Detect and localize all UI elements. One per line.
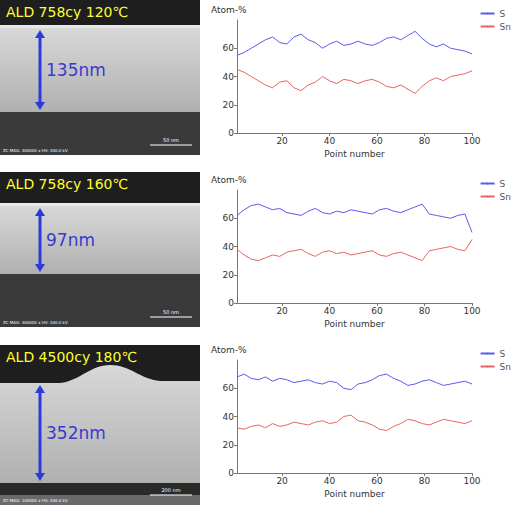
svg-text:ZC MAG: 300000 x HV: 300.0 kV: ZC MAG: 300000 x HV: 300.0 kV: [3, 320, 68, 325]
svg-text:80: 80: [419, 136, 431, 146]
svg-text:40: 40: [223, 72, 235, 82]
svg-text:ALD 758cy 120℃: ALD 758cy 120℃: [6, 4, 128, 20]
svg-text:100: 100: [463, 306, 480, 316]
svg-text:20: 20: [276, 476, 288, 486]
svg-text:135nm: 135nm: [46, 60, 106, 80]
svg-text:100: 100: [463, 476, 480, 486]
svg-text:50 nm: 50 nm: [163, 137, 179, 143]
svg-text:Sn: Sn: [500, 22, 511, 32]
svg-text:50 nm: 50 nm: [163, 309, 179, 315]
svg-text:Point number: Point number: [324, 489, 385, 499]
svg-text:40: 40: [223, 242, 235, 252]
svg-text:20: 20: [223, 440, 235, 450]
svg-text:352nm: 352nm: [46, 423, 106, 443]
svg-text:100: 100: [463, 136, 480, 146]
svg-text:ZC MAG: 300000 x HV: 300.0 kV: ZC MAG: 300000 x HV: 300.0 kV: [3, 148, 68, 153]
svg-text:80: 80: [419, 306, 431, 316]
svg-text:0: 0: [228, 298, 234, 308]
svg-text:Sn: Sn: [500, 192, 511, 202]
svg-text:40: 40: [324, 476, 336, 486]
svg-text:20: 20: [223, 270, 235, 280]
svg-text:60: 60: [223, 43, 235, 53]
svg-text:Atom-%: Atom-%: [211, 345, 247, 355]
svg-text:ALD 4500cy 180℃: ALD 4500cy 180℃: [6, 349, 137, 365]
svg-text:Point number: Point number: [324, 319, 385, 329]
svg-text:60: 60: [371, 476, 383, 486]
svg-text:Sn: Sn: [500, 362, 511, 372]
svg-text:40: 40: [324, 306, 336, 316]
svg-text:60: 60: [371, 136, 383, 146]
svg-text:ALD 758cy 160℃: ALD 758cy 160℃: [6, 176, 128, 192]
svg-text:20: 20: [276, 136, 288, 146]
svg-text:ZC MAG: 100000 x HV: 300.0 kV: ZC MAG: 100000 x HV: 300.0 kV: [3, 498, 68, 503]
svg-text:S: S: [500, 9, 506, 19]
svg-text:Point number: Point number: [324, 149, 385, 159]
svg-text:0: 0: [228, 468, 234, 478]
svg-text:200 nm: 200 nm: [161, 487, 180, 493]
svg-text:Atom-%: Atom-%: [211, 175, 247, 185]
svg-text:S: S: [500, 349, 506, 359]
svg-text:20: 20: [223, 100, 235, 110]
svg-text:97nm: 97nm: [46, 230, 95, 250]
svg-text:S: S: [500, 179, 506, 189]
svg-text:80: 80: [419, 476, 431, 486]
svg-text:40: 40: [324, 136, 336, 146]
svg-text:40: 40: [223, 412, 235, 422]
svg-text:0: 0: [228, 128, 234, 138]
svg-text:60: 60: [371, 306, 383, 316]
svg-text:Atom-%: Atom-%: [211, 5, 247, 15]
svg-text:60: 60: [223, 383, 235, 393]
svg-text:20: 20: [276, 306, 288, 316]
svg-text:60: 60: [223, 213, 235, 223]
